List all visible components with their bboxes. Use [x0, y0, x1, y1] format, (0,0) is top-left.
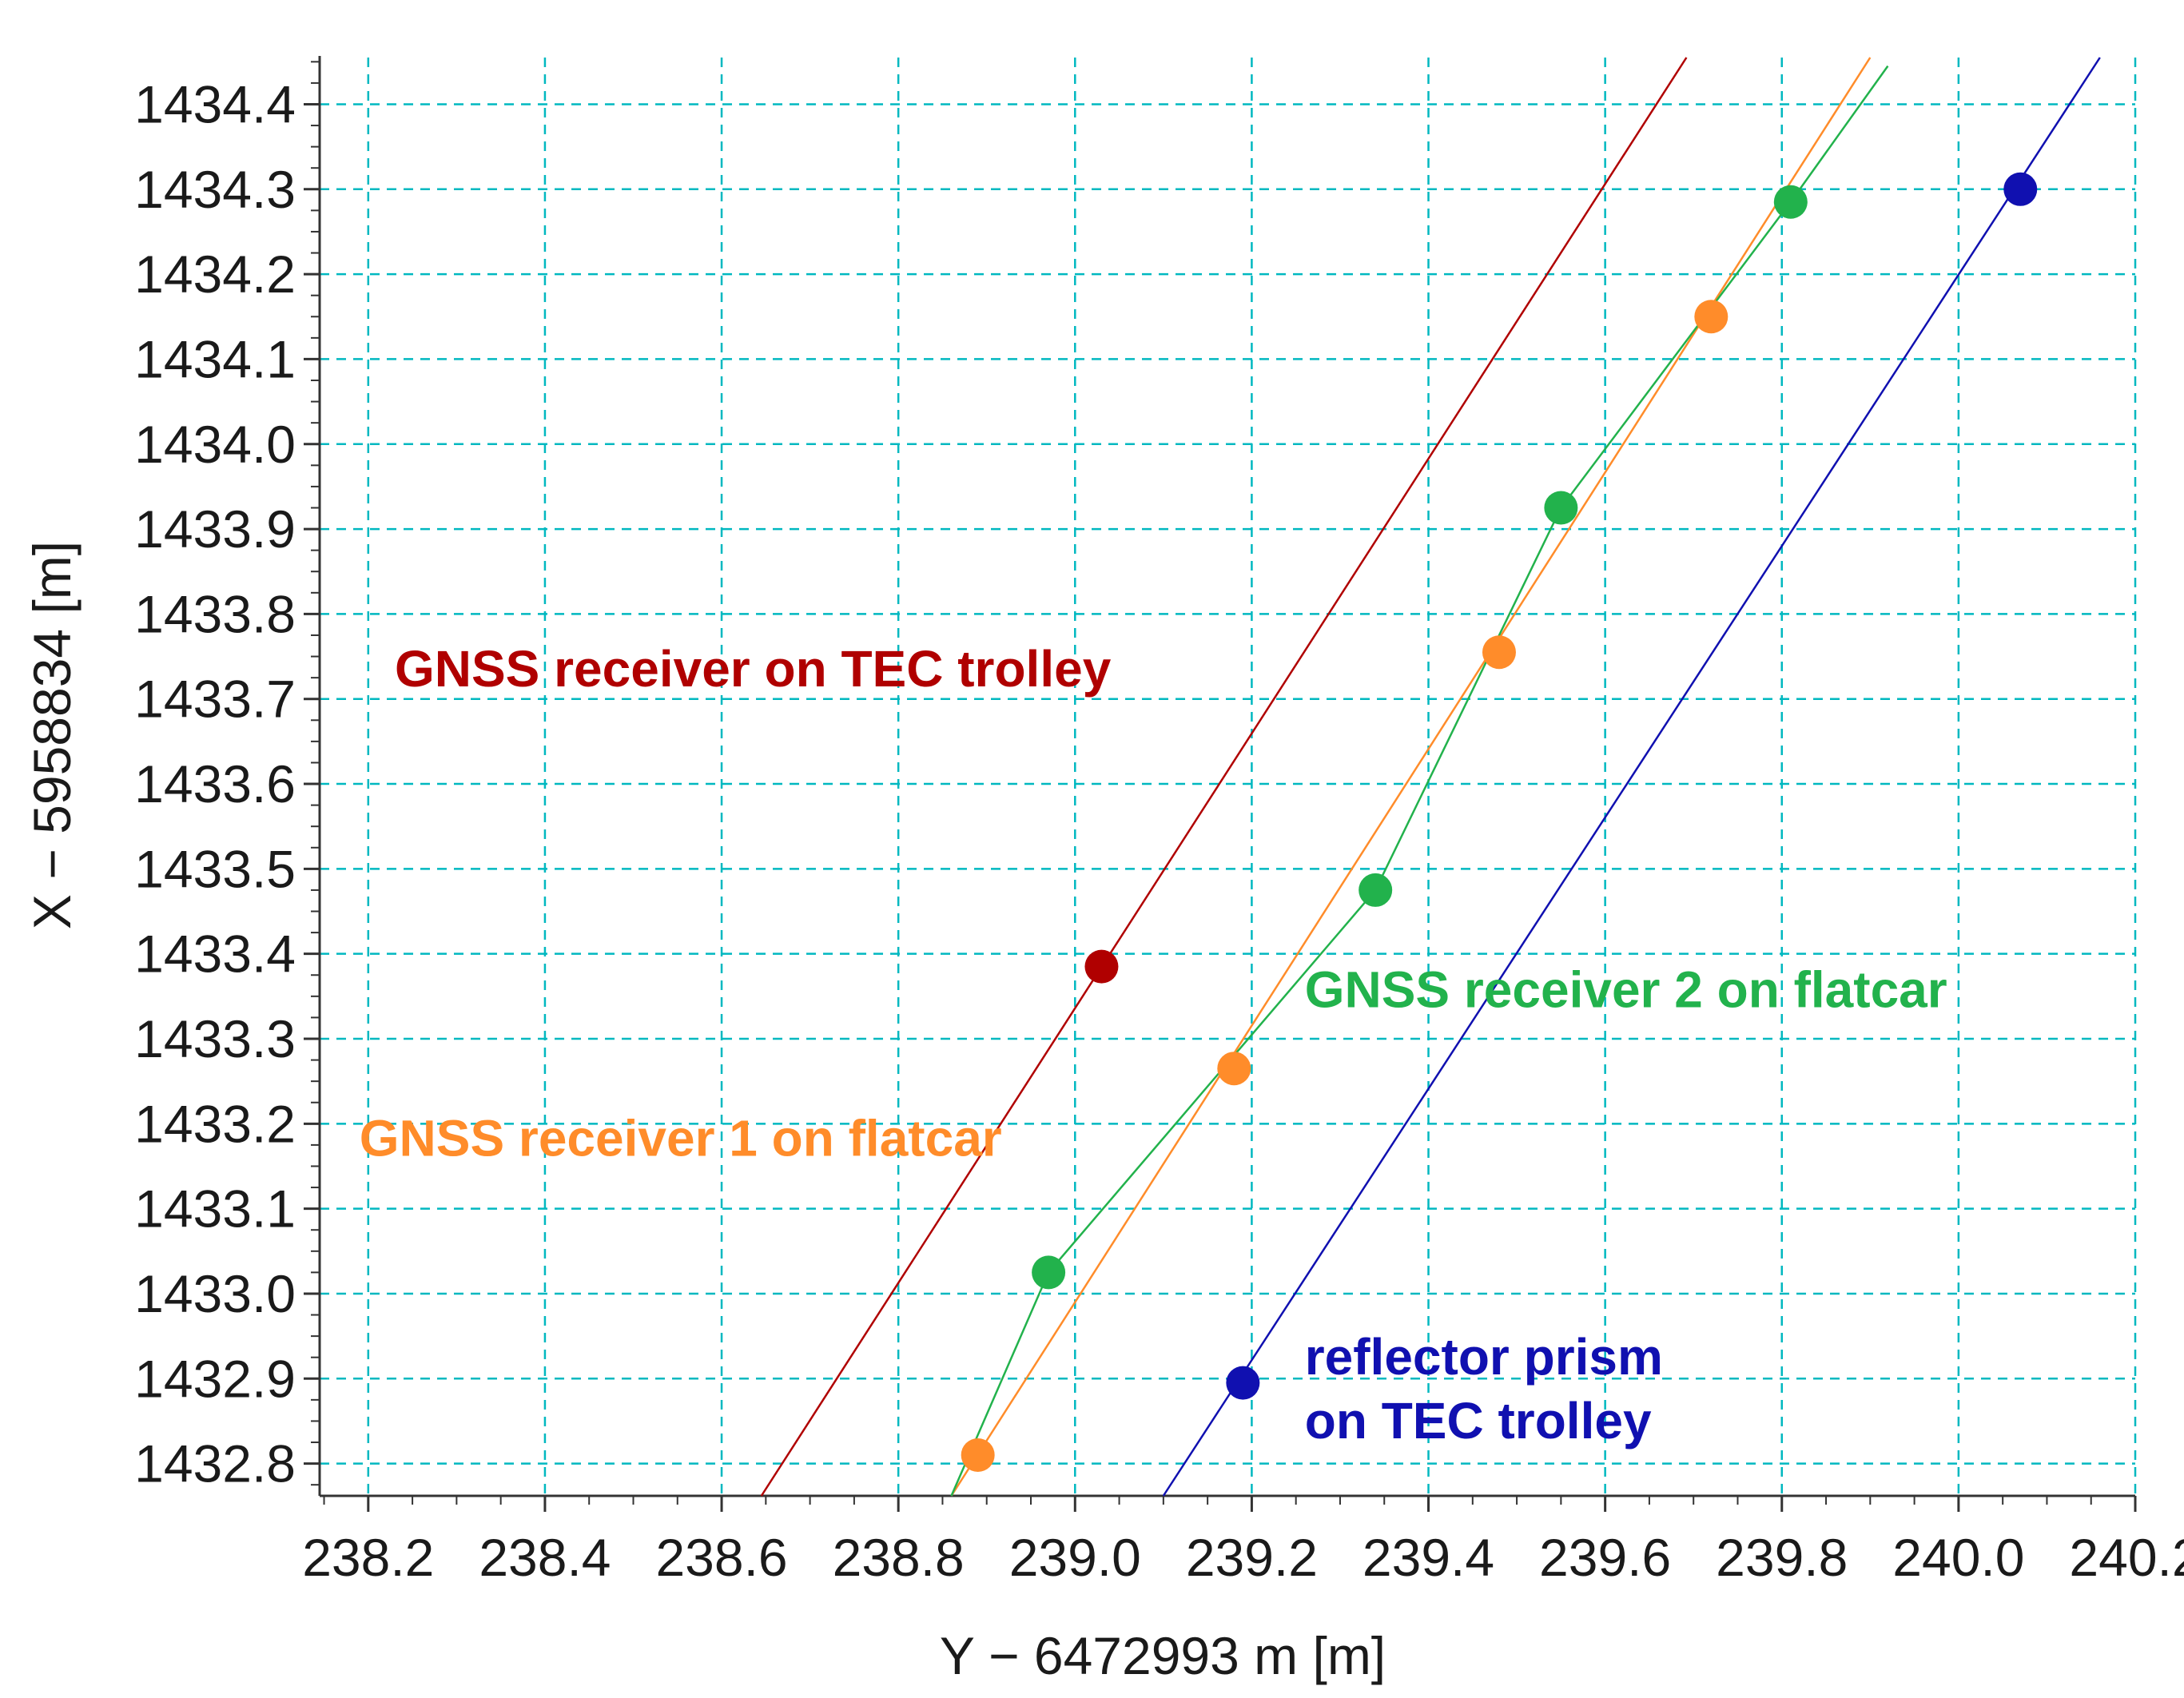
- annotation-line: reflector prism: [1305, 1328, 1663, 1386]
- x-tick-label: 239.4: [1363, 1528, 1494, 1587]
- series-3-point: [1773, 185, 1808, 219]
- x-tick-label: 238.2: [302, 1528, 434, 1587]
- series-2-line: [950, 57, 1872, 1497]
- series-4-line: [1162, 57, 2101, 1497]
- y-tick-label: 1433.7: [134, 670, 296, 729]
- x-tick-label: 239.0: [1009, 1528, 1141, 1587]
- grid: [320, 58, 2137, 1496]
- annotation-4: reflector prism on TEC trolley: [1305, 1328, 1663, 1449]
- y-tick-label: 1432.8: [134, 1434, 296, 1493]
- series-3-point: [1032, 1255, 1066, 1290]
- x-axis-title: Y − 6472993 m [m]: [940, 1626, 1386, 1685]
- y-axis-title: X − 5958834 [m]: [22, 541, 82, 929]
- series-3-line: [950, 65, 1889, 1497]
- x-tick-label: 239.2: [1186, 1528, 1318, 1587]
- series-2-point: [1694, 300, 1729, 334]
- y-tick-label: 1433.5: [134, 839, 296, 898]
- annotation-2: GNSS receiver 1 on flatcar: [360, 1110, 1002, 1167]
- y-tick-label: 1434.2: [134, 245, 296, 304]
- annotation-line: on TEC trolley: [1305, 1392, 1652, 1449]
- series-2-point: [1482, 635, 1516, 670]
- x-tick-label: 240.2: [2069, 1528, 2184, 1587]
- series-1-point: [1084, 949, 1119, 984]
- y-tick-label: 1433.0: [134, 1264, 296, 1323]
- y-tick-label: 1434.0: [134, 415, 296, 474]
- y-tick-label: 1432.9: [134, 1349, 296, 1408]
- x-tick-label: 238.8: [833, 1528, 965, 1587]
- y-tick-label: 1434.3: [134, 160, 296, 219]
- series-2-point: [1217, 1052, 1251, 1086]
- x-tick-label: 238.6: [655, 1528, 787, 1587]
- series-1-line: [760, 57, 1688, 1497]
- series-2-point: [961, 1438, 995, 1472]
- x-tick-label: 239.6: [1539, 1528, 1671, 1587]
- series-4-point: [2003, 172, 2038, 206]
- y-tick-label: 1434.1: [134, 329, 296, 388]
- annotation-3: GNSS receiver 2 on flatcar: [1305, 961, 1947, 1019]
- series-4-point: [1226, 1366, 1260, 1400]
- series-3-point: [1544, 491, 1578, 525]
- annotation-line: GNSS receiver 1 on flatcar: [360, 1110, 1002, 1167]
- annotations: GNSS receiver on TEC trolley GNSS receive…: [360, 640, 1947, 1449]
- y-tick-label: 1433.6: [134, 754, 296, 813]
- x-tick-label: 239.8: [1716, 1528, 1848, 1587]
- x-tick-label: 238.4: [479, 1528, 611, 1587]
- axes: 238.2 238.4 238.6 238.8 239.0 239.2 239.4 239.6…: [134, 56, 2184, 1587]
- y-tick-label: 1434.4: [134, 74, 296, 133]
- series: [760, 57, 2101, 1497]
- y-tick-label: 1433.1: [134, 1179, 296, 1239]
- annotation-line: GNSS receiver on TEC trolley: [395, 640, 1112, 698]
- y-tick-label: 1433.9: [134, 499, 296, 559]
- x-tick-label: 240.0: [1892, 1528, 2024, 1587]
- y-tick-label: 1433.4: [134, 925, 296, 984]
- annotation-1: GNSS receiver on TEC trolley: [395, 640, 1112, 698]
- series-3-point: [1359, 873, 1393, 907]
- y-tick-label: 1433.8: [134, 584, 296, 643]
- y-tick-label: 1433.3: [134, 1009, 296, 1068]
- y-tick-label: 1433.2: [134, 1094, 296, 1153]
- annotation-line: GNSS receiver 2 on flatcar: [1305, 961, 1947, 1019]
